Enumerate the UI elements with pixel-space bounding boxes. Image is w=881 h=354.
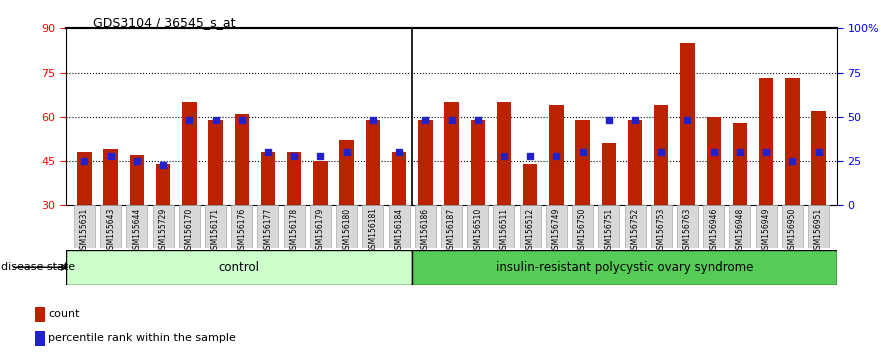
- Bar: [651, 205, 672, 248]
- Bar: [261, 152, 275, 205]
- Bar: [389, 205, 410, 248]
- Text: GSM156170: GSM156170: [185, 207, 194, 254]
- Bar: [234, 114, 249, 205]
- Text: GSM156179: GSM156179: [316, 207, 325, 254]
- Text: count: count: [48, 309, 80, 319]
- Text: percentile rank within the sample: percentile rank within the sample: [48, 333, 236, 343]
- Text: GSM156948: GSM156948: [736, 207, 744, 254]
- Bar: [35, 331, 45, 346]
- Text: GSM155644: GSM155644: [132, 207, 141, 254]
- Bar: [339, 141, 354, 205]
- Bar: [415, 205, 436, 248]
- Text: GSM156512: GSM156512: [526, 207, 535, 253]
- Bar: [100, 205, 122, 248]
- Bar: [602, 143, 616, 205]
- Bar: [782, 205, 803, 248]
- Bar: [418, 120, 433, 205]
- Bar: [680, 43, 695, 205]
- Bar: [575, 120, 589, 205]
- Text: GSM156171: GSM156171: [211, 207, 220, 253]
- Text: GSM155643: GSM155643: [106, 207, 115, 254]
- Text: GSM156751: GSM156751: [604, 207, 613, 254]
- Bar: [74, 205, 95, 248]
- Bar: [703, 205, 724, 248]
- Text: GSM156750: GSM156750: [578, 207, 587, 254]
- Bar: [441, 205, 462, 248]
- Text: GDS3104 / 36545_s_at: GDS3104 / 36545_s_at: [93, 16, 235, 29]
- Bar: [412, 250, 837, 285]
- Bar: [156, 164, 170, 205]
- Text: GSM156181: GSM156181: [368, 207, 377, 253]
- Bar: [729, 205, 751, 248]
- Text: GSM155631: GSM155631: [80, 207, 89, 254]
- Bar: [808, 205, 829, 248]
- Text: GSM156949: GSM156949: [762, 207, 771, 254]
- Bar: [130, 155, 144, 205]
- Bar: [598, 205, 619, 248]
- Bar: [733, 123, 747, 205]
- Bar: [470, 120, 485, 205]
- Bar: [78, 152, 92, 205]
- Text: GSM156186: GSM156186: [421, 207, 430, 253]
- Text: GSM156184: GSM156184: [395, 207, 403, 253]
- Text: GSM155729: GSM155729: [159, 207, 167, 254]
- Bar: [310, 205, 331, 248]
- Text: control: control: [218, 261, 260, 274]
- Bar: [546, 205, 566, 248]
- Bar: [392, 152, 406, 205]
- Bar: [103, 149, 118, 205]
- Bar: [362, 205, 383, 248]
- Bar: [467, 205, 488, 248]
- Bar: [628, 120, 642, 205]
- Bar: [205, 205, 226, 248]
- Text: GSM156950: GSM156950: [788, 207, 797, 254]
- Text: GSM156749: GSM156749: [552, 207, 561, 254]
- Text: GSM156177: GSM156177: [263, 207, 272, 254]
- Bar: [314, 161, 328, 205]
- Bar: [126, 205, 147, 248]
- Bar: [287, 152, 301, 205]
- Bar: [66, 250, 412, 285]
- Bar: [707, 117, 721, 205]
- Bar: [35, 307, 45, 322]
- Bar: [284, 205, 305, 248]
- Bar: [182, 102, 196, 205]
- Bar: [444, 102, 459, 205]
- Bar: [366, 120, 380, 205]
- Bar: [497, 102, 511, 205]
- Bar: [152, 205, 174, 248]
- Bar: [625, 205, 646, 248]
- Bar: [549, 105, 564, 205]
- Bar: [208, 120, 223, 205]
- Bar: [756, 205, 777, 248]
- Bar: [231, 205, 252, 248]
- Text: GSM156763: GSM156763: [683, 207, 692, 254]
- Text: GSM156946: GSM156946: [709, 207, 718, 254]
- Text: GSM156951: GSM156951: [814, 207, 823, 254]
- Text: GSM156176: GSM156176: [237, 207, 247, 254]
- Bar: [179, 205, 200, 248]
- Bar: [493, 205, 515, 248]
- Text: disease state: disease state: [1, 262, 75, 272]
- Bar: [654, 105, 669, 205]
- Bar: [520, 205, 541, 248]
- Bar: [677, 205, 698, 248]
- Bar: [257, 205, 278, 248]
- Text: insulin-resistant polycystic ovary syndrome: insulin-resistant polycystic ovary syndr…: [496, 261, 753, 274]
- Bar: [523, 164, 537, 205]
- Text: GSM156178: GSM156178: [290, 207, 299, 253]
- Text: GSM156752: GSM156752: [631, 207, 640, 254]
- Text: GSM156180: GSM156180: [342, 207, 352, 253]
- Text: GSM156753: GSM156753: [656, 207, 666, 254]
- Bar: [759, 79, 774, 205]
- Bar: [811, 111, 825, 205]
- Bar: [785, 79, 800, 205]
- Text: GSM156511: GSM156511: [500, 207, 508, 253]
- Bar: [572, 205, 593, 248]
- Bar: [337, 205, 357, 248]
- Text: GSM156187: GSM156187: [447, 207, 456, 253]
- Text: GSM156510: GSM156510: [473, 207, 482, 254]
